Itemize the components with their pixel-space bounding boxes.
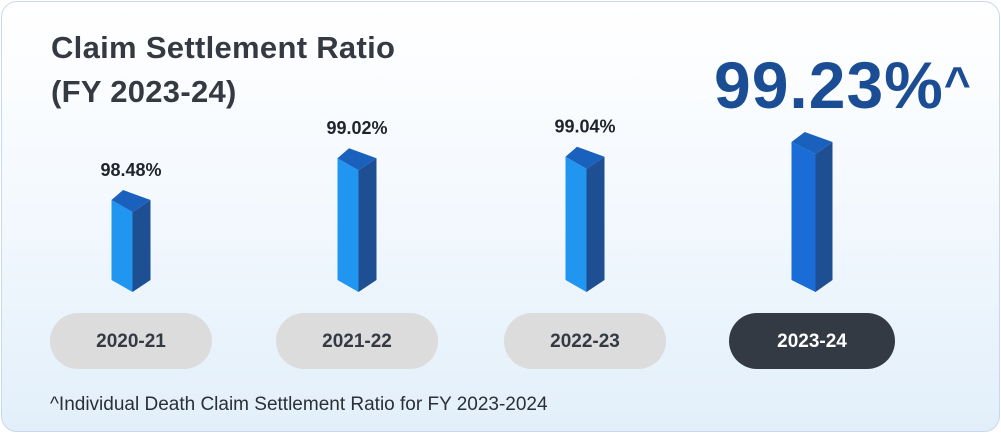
chart-title-line2: (FY 2023-24) — [51, 74, 237, 109]
highlight-value-number: 99.23% — [714, 48, 944, 122]
category-label: 2021-22 — [322, 331, 392, 352]
chart-title: Claim Settlement Ratio (FY 2023-24) — [51, 26, 395, 114]
bar-2023-24 — [791, 132, 833, 292]
bar-front-face — [111, 200, 133, 292]
category-label: 2022-23 — [550, 331, 620, 352]
category-label: 2020-21 — [96, 331, 166, 352]
bar-top-face — [111, 190, 151, 212]
bar-front-face — [791, 142, 816, 292]
bar-2022-23 — [565, 146, 605, 292]
bar-2021-22 — [337, 148, 377, 292]
bar-side-face — [358, 158, 377, 292]
bar-top-face — [791, 132, 833, 154]
bar-front-face — [565, 156, 587, 292]
highlight-value-marker: ^ — [943, 57, 972, 109]
footnote: ^Individual Death Claim Settlement Ratio… — [50, 394, 548, 415]
category-pill — [504, 313, 666, 369]
category-pill — [276, 313, 438, 369]
chart-title-line1: Claim Settlement Ratio — [51, 30, 396, 65]
category-pill — [50, 313, 212, 369]
highlight-value: 99.23%^ — [714, 50, 972, 120]
bar-top-face — [565, 146, 605, 169]
category-label: 2023-24 — [777, 331, 847, 352]
bar-top-face — [337, 148, 377, 171]
category-pill-active — [729, 313, 895, 369]
bar-value-label: 99.02% — [326, 118, 387, 138]
bar-2020-21 — [111, 190, 151, 292]
bar-side-face — [586, 156, 605, 292]
bar-side-face — [132, 200, 151, 292]
bar-side-face — [815, 142, 833, 292]
bar-front-face — [337, 158, 359, 292]
bar-value-label: 99.04% — [554, 117, 615, 137]
bar-value-label: 98.48% — [100, 160, 161, 180]
